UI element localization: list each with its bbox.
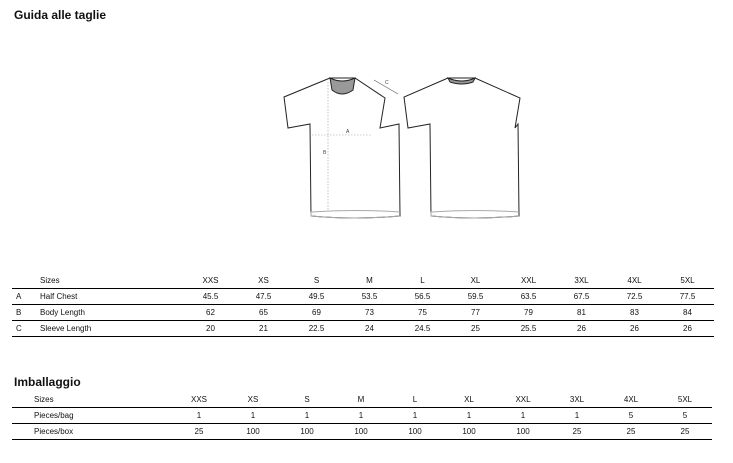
tshirt-diagram: A B C <box>283 76 521 219</box>
size-header: L <box>388 391 442 408</box>
size-header: XXS <box>184 272 237 289</box>
cell-value: 75 <box>396 304 449 321</box>
cell-value: 25.5 <box>502 320 555 337</box>
row-letter: B <box>12 304 40 321</box>
size-header: XL <box>449 272 502 289</box>
cell-value: 1 <box>388 407 442 424</box>
cell-value: 53.5 <box>343 288 396 305</box>
cell-value: 1 <box>496 407 550 424</box>
size-header: XS <box>226 391 280 408</box>
cell-value: 1 <box>442 407 496 424</box>
cell-value: 1 <box>550 407 604 424</box>
dimension-b-label: B <box>323 150 327 156</box>
size-header: 4XL <box>604 391 658 408</box>
cell-value: 79 <box>502 304 555 321</box>
cell-value: 1 <box>172 407 226 424</box>
cell-value: 25 <box>658 423 712 440</box>
tshirt-back <box>403 76 521 219</box>
cell-value: 69 <box>290 304 343 321</box>
size-guide-title: Guida alle taglie <box>14 8 107 22</box>
table-header-row: Sizes XXS XS S M L XL XXL 3XL 4XL 5XL <box>12 391 712 408</box>
cell-value: 100 <box>334 423 388 440</box>
cell-value: 5 <box>604 407 658 424</box>
row-label: Pieces/box <box>12 423 172 440</box>
cell-value: 26 <box>661 320 714 337</box>
table-header-row: Sizes XXS XS S M L XL XXL 3XL 4XL 5XL <box>12 272 714 289</box>
cell-value: 47.5 <box>237 288 290 305</box>
size-header: XXL <box>502 272 555 289</box>
cell-value: 26 <box>608 320 661 337</box>
cell-value: 24.5 <box>396 320 449 337</box>
cell-value: 63.5 <box>502 288 555 305</box>
cell-value: 56.5 <box>396 288 449 305</box>
dimension-c-label: C <box>385 80 389 86</box>
table-row: A Half Chest 45.5 47.5 49.5 53.5 56.5 59.5 63.5 6… <box>12 288 714 305</box>
row-letter: A <box>12 288 40 305</box>
cell-value: 67.5 <box>555 288 608 305</box>
size-header: M <box>334 391 388 408</box>
cell-value: 77.5 <box>661 288 714 305</box>
cell-value: 1 <box>226 407 280 424</box>
packaging-table: Sizes XXS XS S M L XL XXL 3XL 4XL 5XL Pieces/bag 1… <box>12 391 712 440</box>
header-label: Sizes <box>40 272 184 289</box>
cell-value: 25 <box>449 320 502 337</box>
row-label: Pieces/bag <box>12 407 172 424</box>
cell-value: 72.5 <box>608 288 661 305</box>
header-label: Sizes <box>12 391 172 408</box>
size-header: M <box>343 272 396 289</box>
table-row: B Body Length 62 65 69 73 75 77 79 81 83 84 <box>12 304 714 321</box>
cell-value: 20 <box>184 320 237 337</box>
size-header: XL <box>442 391 496 408</box>
cell-value: 84 <box>661 304 714 321</box>
size-header: 4XL <box>608 272 661 289</box>
size-header: 5XL <box>661 272 714 289</box>
tshirt-front <box>283 77 401 219</box>
cell-value: 59.5 <box>449 288 502 305</box>
size-header: XXL <box>496 391 550 408</box>
cell-value: 25 <box>172 423 226 440</box>
cell-value: 26 <box>555 320 608 337</box>
table-row: C Sleeve Length 20 21 22.5 24 24.5 25 25.5 26 26 26 <box>12 320 714 337</box>
table-row: Pieces/box 25 100 100 100 100 100 100 25 25 25 <box>12 423 712 440</box>
row-label: Body Length <box>40 304 184 321</box>
size-table: Sizes XXS XS S M L XL XXL 3XL 4XL 5XL A Half Chest… <box>12 272 714 337</box>
cell-value: 62 <box>184 304 237 321</box>
cell-value: 24 <box>343 320 396 337</box>
size-header: 3XL <box>550 391 604 408</box>
cell-value: 45.5 <box>184 288 237 305</box>
cell-value: 25 <box>550 423 604 440</box>
cell-value: 1 <box>280 407 334 424</box>
size-header: S <box>290 272 343 289</box>
size-header: XXS <box>172 391 226 408</box>
cell-value: 100 <box>226 423 280 440</box>
cell-value: 77 <box>449 304 502 321</box>
cell-value: 65 <box>237 304 290 321</box>
size-header: 3XL <box>555 272 608 289</box>
cell-value: 100 <box>280 423 334 440</box>
cell-value: 81 <box>555 304 608 321</box>
cell-value: 21 <box>237 320 290 337</box>
cell-value: 49.5 <box>290 288 343 305</box>
row-label: Half Chest <box>40 288 184 305</box>
cell-value: 73 <box>343 304 396 321</box>
cell-value: 5 <box>658 407 712 424</box>
row-letter: C <box>12 320 40 337</box>
cell-value: 25 <box>604 423 658 440</box>
size-header: L <box>396 272 449 289</box>
cell-value: 100 <box>442 423 496 440</box>
size-header: S <box>280 391 334 408</box>
cell-value: 83 <box>608 304 661 321</box>
dimension-a-label: A <box>346 129 350 135</box>
size-header: XS <box>237 272 290 289</box>
cell-value: 100 <box>496 423 550 440</box>
size-header: 5XL <box>658 391 712 408</box>
cell-value: 1 <box>334 407 388 424</box>
packaging-title: Imballaggio <box>14 375 81 389</box>
cell-value: 22.5 <box>290 320 343 337</box>
cell-value: 100 <box>388 423 442 440</box>
row-label: Sleeve Length <box>40 320 184 337</box>
table-row: Pieces/bag 1 1 1 1 1 1 1 1 5 5 <box>12 407 712 424</box>
